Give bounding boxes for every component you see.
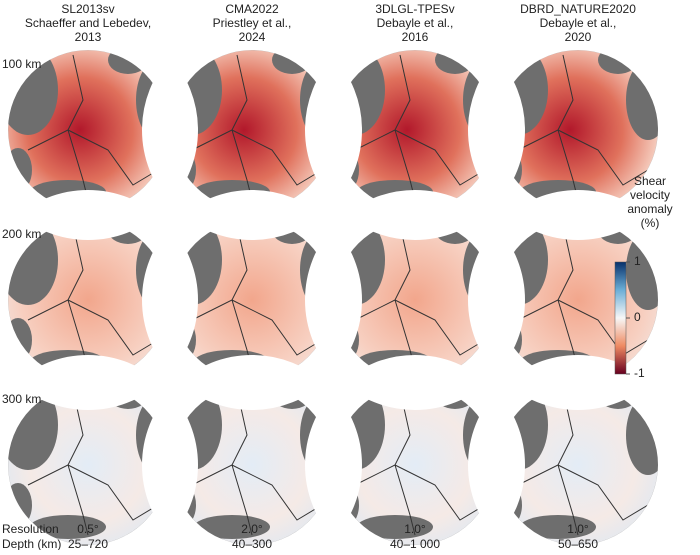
model-name: 3DLGL-TPESv bbox=[375, 2, 454, 16]
globe-mask bbox=[142, 355, 362, 555]
globe-grid bbox=[0, 20, 688, 555]
reference: 2024 bbox=[239, 30, 266, 44]
reference: 2020 bbox=[565, 30, 592, 44]
reference: Debayle et al., bbox=[540, 16, 617, 30]
depth-label: 100 km bbox=[2, 57, 41, 71]
reference: Priestley et al., bbox=[213, 16, 292, 30]
resolution: 1.0° bbox=[404, 522, 426, 536]
depth-label: 200 km bbox=[2, 227, 41, 241]
model-name: CMA2022 bbox=[225, 2, 279, 16]
depth-range: 50–650 bbox=[558, 537, 598, 550]
reference: 2013 bbox=[75, 30, 102, 44]
colorbar-title: velocity bbox=[630, 188, 670, 202]
depth-range: 40–1 000 bbox=[390, 537, 440, 550]
resolution: 2.0° bbox=[241, 522, 263, 536]
plate-boundary bbox=[517, 389, 649, 536]
colorbar bbox=[614, 261, 627, 375]
footer-label: Depth (km) bbox=[2, 537, 61, 550]
reference: 2016 bbox=[402, 30, 429, 44]
depth-range: 40–300 bbox=[232, 537, 272, 550]
colorbar-title: (%) bbox=[641, 216, 660, 230]
globe-mask bbox=[468, 355, 688, 555]
globe-mask bbox=[468, 190, 688, 410]
colorbar-tick-label: 0 bbox=[634, 310, 641, 324]
globe-mask bbox=[142, 20, 362, 240]
globe-mask bbox=[305, 355, 525, 555]
depth-range: 25–720 bbox=[68, 537, 108, 550]
model-name: DBRD_NATURE2020 bbox=[520, 2, 636, 16]
colorbar-title: Shear bbox=[634, 174, 666, 188]
globe-mask bbox=[0, 355, 198, 555]
depth-label: 300 km bbox=[2, 392, 41, 406]
reference: Debayle et al., bbox=[377, 16, 454, 30]
resolution: 0.5° bbox=[77, 522, 99, 536]
colorbar-title: anomaly bbox=[627, 202, 672, 216]
globe-mask bbox=[305, 190, 525, 410]
model-name: SL2013sv bbox=[61, 2, 114, 16]
globe-mask bbox=[0, 20, 198, 240]
globe-mask bbox=[468, 20, 688, 240]
globe-mask bbox=[0, 190, 198, 410]
plate-boundary bbox=[191, 389, 323, 536]
colorbar-tick-label: 1 bbox=[634, 254, 641, 268]
plate-boundary bbox=[27, 389, 159, 536]
resolution: 1.0° bbox=[567, 522, 589, 536]
footer-label: Resolution bbox=[2, 522, 59, 536]
colorbar-tick-label: -1 bbox=[634, 366, 645, 380]
reference: Schaeffer and Lebedev, bbox=[25, 16, 151, 30]
plate-boundary bbox=[354, 389, 486, 536]
globe-mask bbox=[305, 20, 525, 240]
globe-mask bbox=[142, 190, 362, 410]
